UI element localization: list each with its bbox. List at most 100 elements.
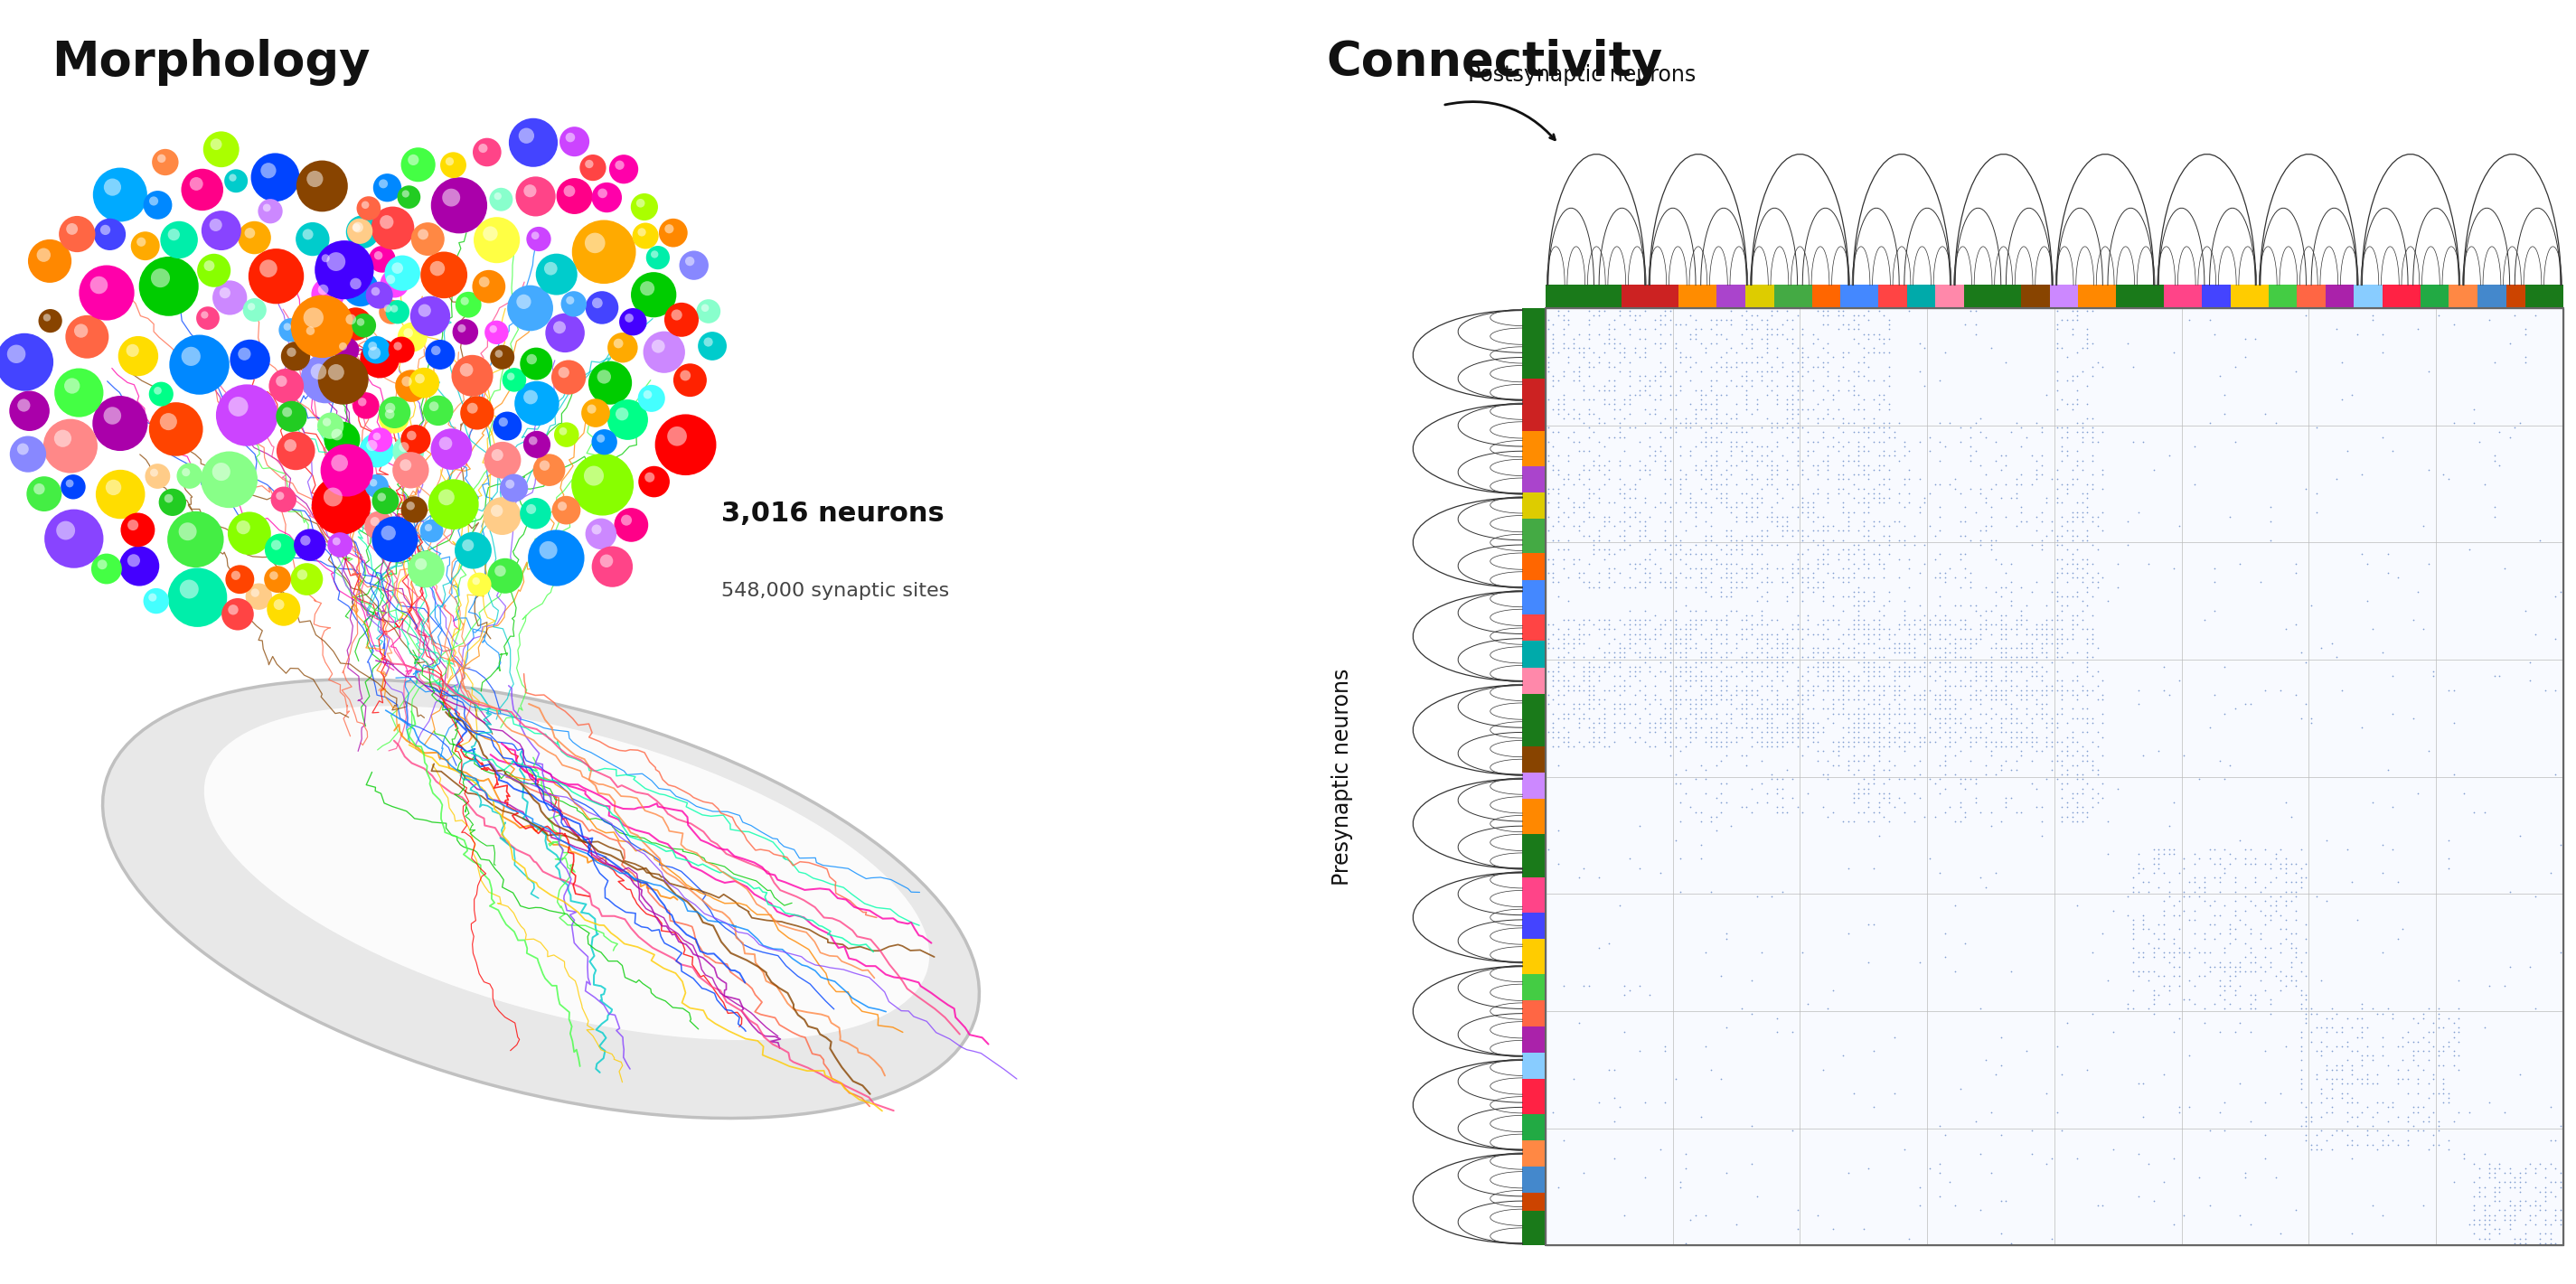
Point <box>2504 324 2545 344</box>
Point <box>2499 1201 2540 1221</box>
Point <box>1878 548 1919 569</box>
Point <box>1847 656 1888 677</box>
Point <box>1842 304 1883 325</box>
Point <box>1659 548 1700 569</box>
Point <box>1803 764 1844 785</box>
Point <box>1960 628 2002 648</box>
Point <box>2378 1059 2419 1080</box>
Point <box>1777 736 1819 756</box>
Point <box>1548 488 1589 508</box>
Point <box>1705 460 1747 480</box>
Point <box>1819 380 1860 401</box>
Point <box>1695 412 1736 433</box>
Circle shape <box>572 220 636 284</box>
Point <box>2367 1111 2409 1131</box>
Point <box>1868 591 1909 611</box>
Circle shape <box>420 519 443 542</box>
Point <box>2473 1158 2514 1179</box>
Point <box>2483 1210 2524 1230</box>
Point <box>2148 942 2190 963</box>
Point <box>2056 582 2097 602</box>
Point <box>2169 989 2210 1009</box>
Point <box>2398 582 2439 602</box>
Point <box>2429 829 2470 850</box>
Point <box>1862 638 1904 659</box>
Point <box>1783 488 1824 508</box>
Point <box>1543 502 1584 523</box>
Point <box>2306 1059 2347 1080</box>
Circle shape <box>417 229 428 240</box>
Bar <box>1522 483 1546 492</box>
Point <box>2468 309 2509 330</box>
Point <box>1824 465 1865 485</box>
Point <box>1659 511 1700 532</box>
Point <box>2032 732 2074 752</box>
Point <box>2092 900 2133 921</box>
Point <box>2285 1013 2326 1034</box>
Bar <box>1631 285 1641 308</box>
Point <box>1605 389 1646 410</box>
Point <box>1976 704 2017 724</box>
Point <box>2017 460 2058 480</box>
Point <box>2275 854 2316 874</box>
Point <box>1695 315 1736 335</box>
Point <box>1857 656 1899 677</box>
Point <box>2290 596 2331 616</box>
Point <box>1680 492 1721 512</box>
Point <box>1940 610 1981 630</box>
Circle shape <box>237 520 250 534</box>
Point <box>1731 778 1772 799</box>
Point <box>2032 713 2074 733</box>
Point <box>2159 937 2200 958</box>
Point <box>1595 718 1636 738</box>
Point <box>1832 553 1873 574</box>
Point <box>1721 693 1762 714</box>
Point <box>1690 732 1731 752</box>
Point <box>1574 718 1615 738</box>
Point <box>1664 520 1705 541</box>
Point <box>1847 783 1888 804</box>
Bar <box>2450 285 2458 308</box>
Point <box>2154 905 2195 926</box>
Point <box>1888 732 1929 752</box>
Point <box>1638 440 1680 461</box>
Circle shape <box>325 488 343 506</box>
Point <box>1762 568 1803 588</box>
Point <box>2035 591 2076 611</box>
Point <box>1669 492 1710 512</box>
Point <box>1868 698 1909 719</box>
Point <box>1680 693 1721 714</box>
Point <box>2190 895 2231 915</box>
Point <box>1955 661 1996 682</box>
Point <box>1595 357 1636 377</box>
Point <box>2483 1102 2524 1122</box>
Point <box>1878 614 1919 634</box>
Point <box>2007 718 2048 738</box>
Point <box>2066 722 2107 742</box>
Point <box>2249 937 2290 958</box>
Point <box>1625 1093 1667 1113</box>
Point <box>2530 863 2571 883</box>
Point <box>2076 562 2117 583</box>
Point <box>2393 1102 2434 1122</box>
Point <box>1798 506 1839 526</box>
Point <box>1914 474 1955 494</box>
Point <box>1595 389 1636 410</box>
Point <box>1726 684 1767 705</box>
Point <box>1538 670 1579 691</box>
Point <box>1558 675 1600 696</box>
Point <box>2027 647 2069 668</box>
Point <box>1862 736 1904 756</box>
Point <box>1909 679 1950 700</box>
Point <box>1883 530 1924 551</box>
Point <box>2509 670 2550 691</box>
Point <box>1837 479 1878 499</box>
Point <box>1747 698 1788 719</box>
Point <box>2022 446 2063 466</box>
Point <box>1726 652 1767 673</box>
Circle shape <box>402 148 435 182</box>
Point <box>2388 1082 2429 1103</box>
Point <box>1680 661 1721 682</box>
Point <box>1747 633 1788 654</box>
Point <box>1741 534 1783 555</box>
